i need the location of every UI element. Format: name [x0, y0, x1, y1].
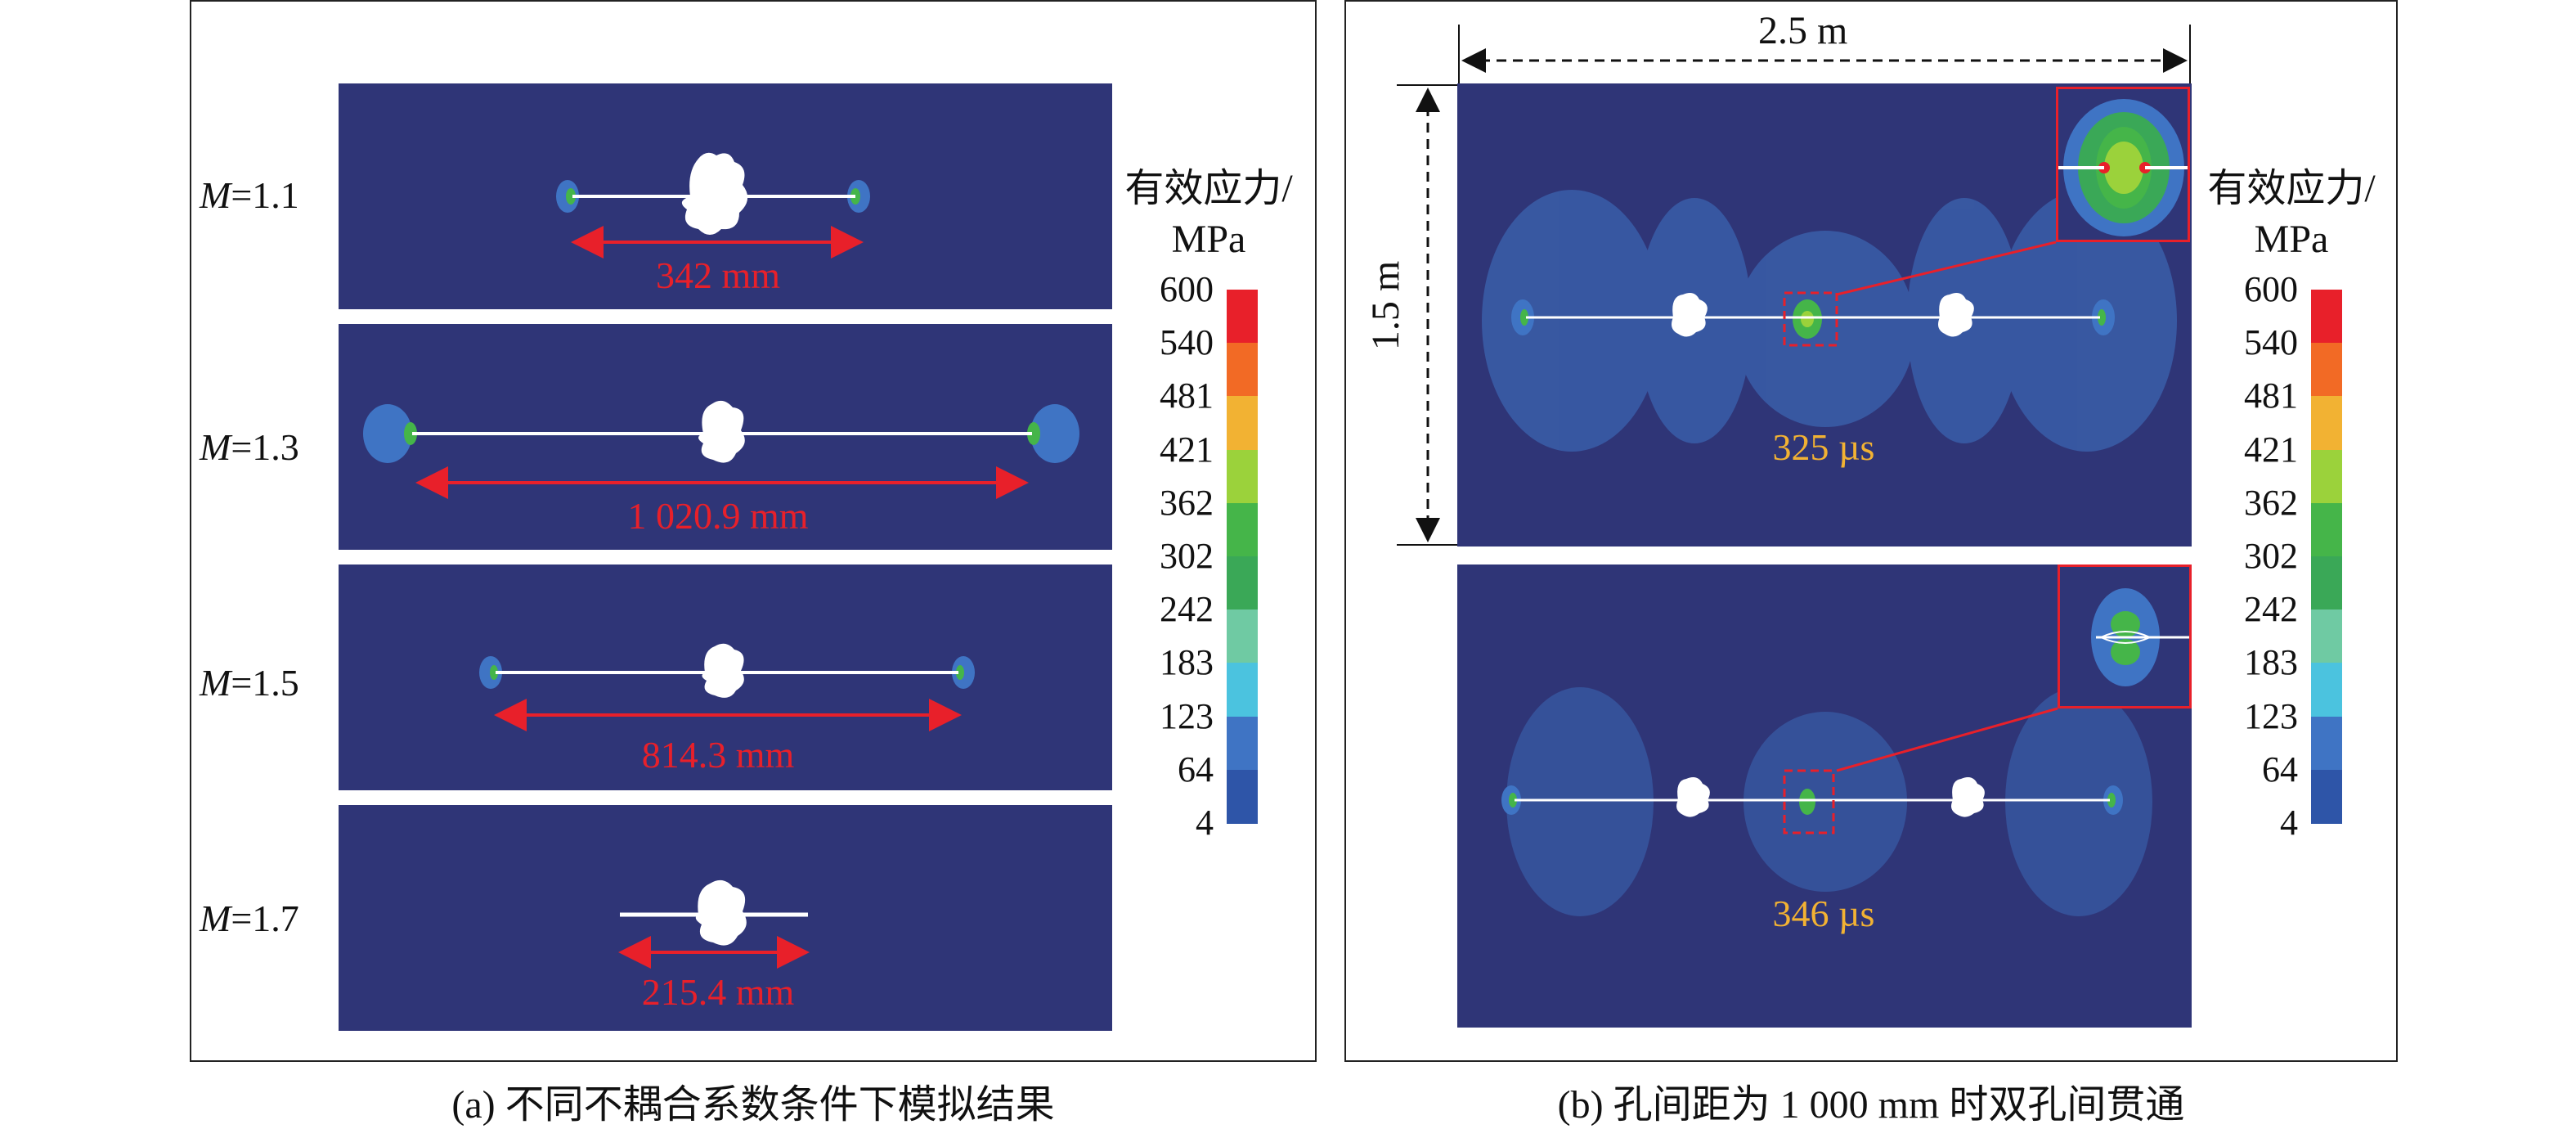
colorbar-segment	[2311, 396, 2342, 451]
colorbar-segment	[1227, 716, 1258, 771]
colorbar-segment	[2311, 609, 2342, 664]
length-label-4: 215.4 mm	[641, 971, 795, 1013]
sim-row-4	[339, 805, 1112, 1031]
crack-graphic-1	[556, 152, 870, 235]
panel-b-caption: (b) 孔间距为 1 000 mm 时双孔间贯通	[1557, 1083, 2185, 1127]
colorbar-segment	[2311, 556, 2342, 611]
legend-a-title: 有效应力/ MPa	[1106, 164, 1312, 265]
colorbar-segment	[1227, 396, 1258, 451]
inset-graphic-b-top	[2058, 99, 2188, 236]
legend-b-colorbar	[2311, 290, 2342, 824]
colorbar-segment	[1227, 609, 1258, 664]
colorbar-segment	[2311, 290, 2342, 344]
legend-tick-label: 64	[2262, 749, 2298, 789]
sim-row-1	[339, 83, 1112, 309]
time-label-bottom: 346 µs	[1772, 893, 1875, 934]
colorbar-segment	[2311, 716, 2342, 771]
sim-b-bottom	[1457, 564, 2192, 1028]
colorbar-segment	[2311, 449, 2342, 504]
colorbar-segment	[1227, 290, 1258, 344]
colorbar-segment	[1227, 556, 1258, 611]
crack-graphic-2	[363, 400, 1079, 463]
legend-b-title-line1: 有效应力/	[2207, 167, 2376, 210]
m-label-4: M=1.7	[200, 897, 299, 939]
m-label-2: M=1.3	[200, 426, 299, 468]
inset-b-bottom	[2058, 564, 2192, 708]
sim-row-2	[339, 324, 1112, 550]
colorbar-segment	[2311, 663, 2342, 717]
colorbar-segment	[2311, 343, 2342, 398]
legend-a-title-line2: MPa	[1171, 218, 1246, 261]
legend-tick-label: 481	[1160, 376, 1214, 416]
colorbar-segment	[1227, 663, 1258, 717]
legend-tick-label: 242	[1160, 589, 1214, 630]
sim-b-top	[1457, 83, 2192, 547]
legend-tick-label: 183	[1160, 642, 1214, 683]
crack-graphic-4	[620, 879, 808, 946]
colorbar-segment	[1227, 502, 1258, 557]
legend-tick-label: 362	[1160, 482, 1214, 523]
legend-tick-label: 4	[2280, 803, 2298, 843]
legend-tick-label: 421	[1160, 429, 1214, 470]
legend-b-title: 有效应力/ MPa	[2188, 164, 2394, 265]
colorbar-segment	[1227, 449, 1258, 504]
legend-tick-label: 183	[2244, 642, 2298, 683]
legend-tick-label: 540	[2244, 322, 2298, 363]
m-label-3: M=1.5	[200, 662, 299, 704]
colorbar-segment	[2311, 769, 2342, 824]
legend-b-ticks: 600 540 481 421 362 302 242 183 123 64 4	[2224, 272, 2306, 844]
length-label-2: 1 020.9 mm	[627, 495, 809, 537]
legend-tick-label: 242	[2244, 589, 2298, 630]
colorbar-segment	[2311, 502, 2342, 557]
time-label-top: 325 µs	[1772, 426, 1875, 468]
inset-graphic-b-bottom	[2091, 588, 2189, 686]
legend-tick-label: 123	[1160, 695, 1214, 736]
length-label-1: 342 mm	[655, 254, 781, 296]
legend-tick-label: 540	[1160, 322, 1214, 363]
legend-a-title-line1: 有效应力/	[1124, 167, 1293, 210]
legend-tick-label: 4	[1196, 803, 1214, 843]
legend-b-title-line2: MPa	[2254, 218, 2329, 261]
length-label-3: 814.3 mm	[641, 734, 795, 776]
legend-tick-label: 123	[2244, 695, 2298, 736]
colorbar-segment	[1227, 769, 1258, 824]
height-dimension-label: 1.5 m	[1364, 260, 1408, 351]
crack-graphic-b-bottom	[1501, 687, 2152, 916]
legend-tick-label: 600	[1160, 269, 1214, 309]
legend-tick-label: 362	[2244, 482, 2298, 523]
legend-a-colorbar	[1227, 290, 1258, 824]
crack-graphic-3	[479, 643, 975, 698]
m-label-1: M=1.1	[200, 174, 299, 216]
legend-tick-label: 421	[2244, 429, 2298, 470]
crack-graphic-b-top	[1482, 190, 2177, 452]
panel-a-caption: (a) 不同不耦合系数条件下模拟结果	[451, 1083, 1055, 1127]
sim-row-3	[339, 564, 1112, 790]
width-dimension-label: 2.5 m	[1758, 9, 1848, 52]
legend-tick-label: 64	[1178, 749, 1214, 789]
legend-tick-label: 600	[2244, 269, 2298, 309]
colorbar-segment	[1227, 343, 1258, 398]
legend-a-ticks: 600 540 481 421 362 302 242 183 123 64 4	[1140, 272, 1222, 844]
legend-tick-label: 481	[2244, 376, 2298, 416]
inset-b-top	[2056, 87, 2190, 242]
legend-tick-label: 302	[1160, 536, 1214, 576]
legend-tick-label: 302	[2244, 536, 2298, 576]
